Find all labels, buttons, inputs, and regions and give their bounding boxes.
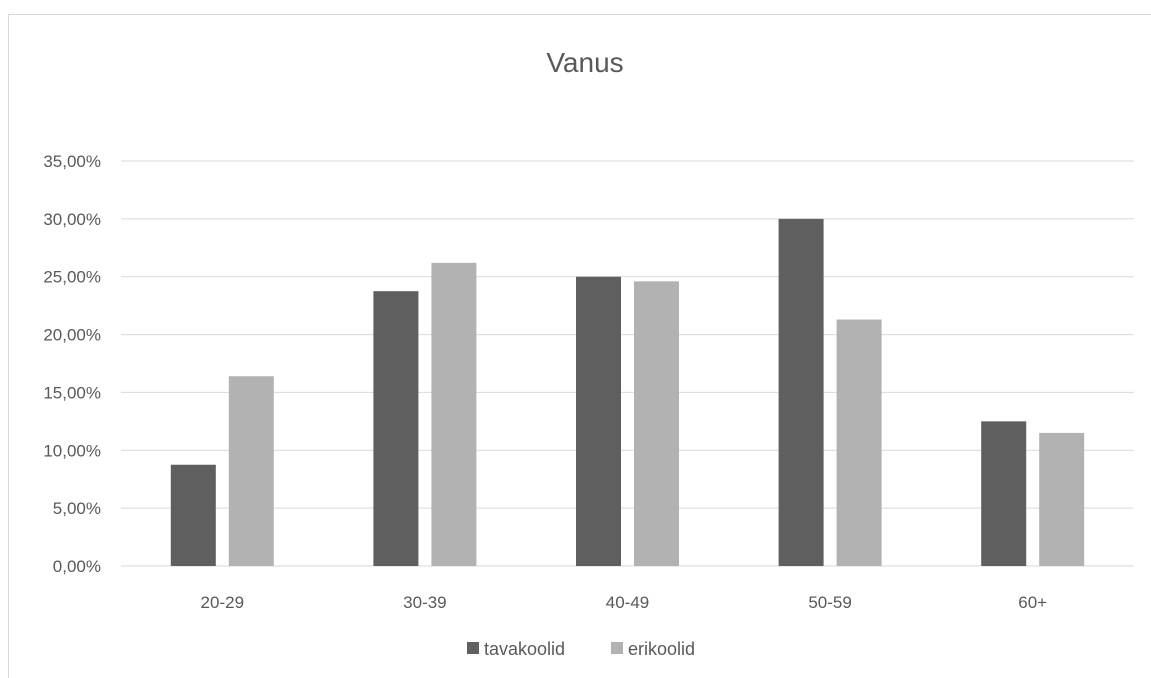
y-tick-label: 0,00%: [53, 557, 101, 576]
x-tick-label: 60+: [1018, 593, 1047, 612]
legend-label-erikoolid: erikoolid: [628, 639, 695, 659]
legend: tavakoolid erikoolid: [467, 639, 695, 659]
bar-tavakoolid-20-29: [170, 464, 216, 566]
legend-swatch-tavakoolid: [467, 642, 479, 654]
bar-erikoolid-30-39: [431, 262, 477, 566]
y-axis-ticks: 0,00% 5,00% 10,00% 15,00% 20,00% 25,00% 30,00%…: [43, 152, 101, 576]
bar-erikoolid-40-49: [634, 281, 679, 566]
y-tick-label: 25,00%: [43, 268, 101, 287]
chart-title: Vanus: [546, 47, 623, 78]
bar-tavakoolid-60+: [981, 421, 1027, 566]
bar-tavakoolid-40-49: [576, 276, 621, 566]
legend-swatch-erikoolid: [611, 642, 623, 654]
bar-tavakoolid-50-59: [778, 218, 824, 566]
y-tick-label: 20,00%: [43, 326, 101, 345]
bar-tavakoolid-30-39: [373, 291, 419, 566]
y-tick-label: 10,00%: [43, 441, 101, 460]
bars: [170, 218, 1085, 566]
y-tick-label: 30,00%: [43, 210, 101, 229]
bar-erikoolid-60+: [1039, 432, 1085, 566]
x-tick-label: 30-39: [403, 593, 446, 612]
x-tick-label: 20-29: [201, 593, 244, 612]
bar-erikoolid-20-29: [228, 376, 274, 566]
chart-frame: [8, 14, 1151, 678]
legend-label-tavakoolid: tavakoolid: [484, 639, 565, 659]
x-tick-label: 40-49: [606, 593, 649, 612]
gridlines: [121, 160, 1134, 567]
y-tick-label: 35,00%: [43, 152, 101, 171]
x-axis-ticks: 20-29 30-39 40-49 50-59 60+: [201, 593, 1048, 612]
x-tick-label: 50-59: [808, 593, 851, 612]
bar-erikoolid-50-59: [836, 319, 882, 566]
y-tick-label: 5,00%: [53, 499, 101, 518]
y-tick-label: 15,00%: [43, 383, 101, 402]
